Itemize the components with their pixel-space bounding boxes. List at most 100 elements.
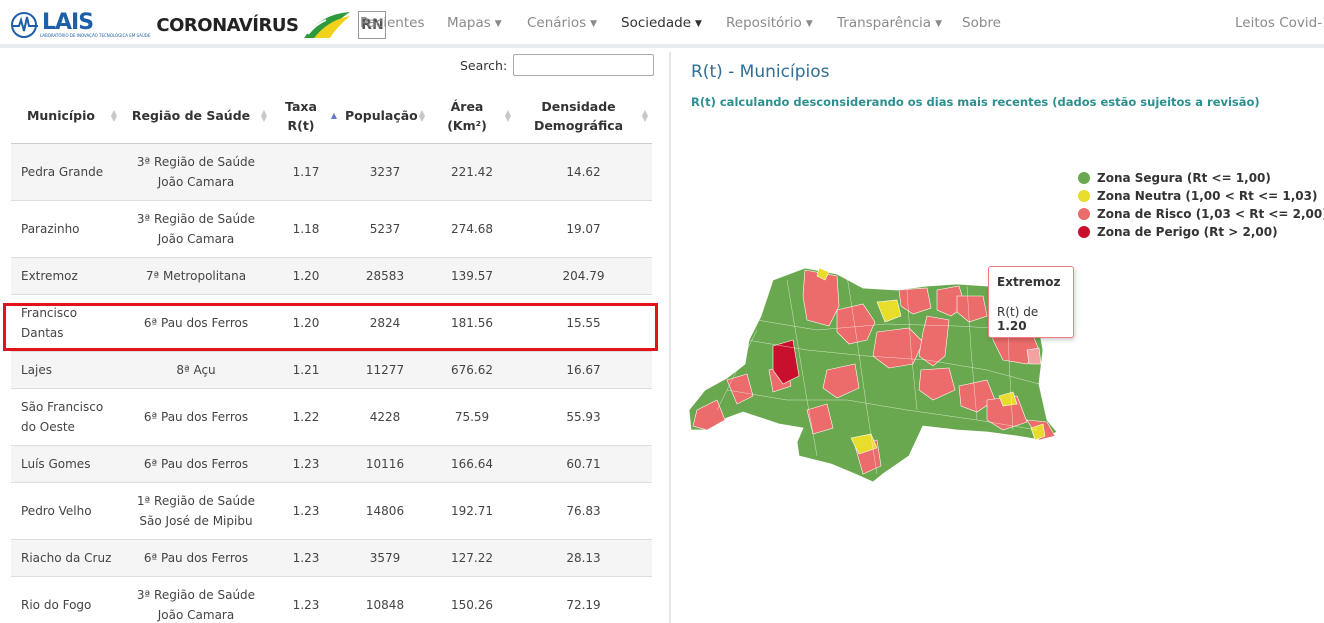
cell-municipio: Pedro Velho: [11, 482, 121, 540]
cell-regiao-line2: João Camara: [157, 174, 235, 189]
cell-municipio: São Francisco do Oeste: [11, 388, 121, 446]
header-regiao[interactable]: Região de Saúde ▲ ▼: [121, 89, 271, 144]
header-densidade[interactable]: Densidade Demográfica ▲ ▼: [515, 89, 652, 144]
header-populacao[interactable]: População ▲ ▼: [341, 89, 429, 144]
tooltip-prefix: R(t) de: [997, 305, 1039, 319]
table-row[interactable]: Rio do Fogo 3ª Região de Saúde João Camar…: [11, 576, 652, 623]
cell-populacao: 28583: [341, 257, 429, 295]
legend-label: Zona de Perigo (Rt > 2,00): [1097, 225, 1278, 239]
table-row[interactable]: Pedro Velho 1ª Região de Saúde São José d…: [11, 482, 652, 540]
table-row[interactable]: Francisco Dantas 6ª Pau dos Ferros 1.20 2…: [11, 294, 652, 352]
map-region-neutral: [1030, 423, 1046, 441]
cell-municipio: Pedra Grande: [11, 143, 121, 201]
cell-area: 181.56: [429, 294, 515, 352]
cell-populacao: 4228: [341, 388, 429, 446]
cell-area: 139.57: [429, 257, 515, 295]
nav-sociedade[interactable]: Sociedade ▼: [621, 15, 702, 31]
cell-densidade: 60.71: [515, 445, 652, 483]
nav-transparencia-label: Transparência: [837, 15, 932, 31]
cell-rt: 1.20: [271, 294, 341, 352]
map-region-risk: [836, 303, 876, 345]
cell-municipio: Luís Gomes: [11, 445, 121, 483]
search-box: Search:: [460, 52, 655, 78]
header-taxa-rt[interactable]: Taxa R(t) ▲: [271, 89, 341, 144]
cell-densidade: 14.62: [515, 143, 652, 201]
cell-densidade: 204.79: [515, 257, 652, 295]
cell-regiao-line2: João Camara: [157, 607, 235, 622]
nav-mapas[interactable]: Mapas ▼: [447, 15, 502, 31]
rt-table: Município ▲ ▼ Região de Saúde ▲ ▼ Taxa R(t) ▲ …: [11, 89, 652, 623]
legend-item-perigo[interactable]: Zona de Perigo (Rt > 2,00): [1078, 223, 1324, 241]
cell-rt: 1.23: [271, 539, 341, 577]
nav-repositorio[interactable]: Repositório ▼: [726, 15, 813, 31]
header-regiao-label: Região de Saúde: [131, 108, 251, 124]
legend-dot-icon: [1078, 172, 1090, 184]
cell-rt: 1.22: [271, 388, 341, 446]
caret-down-icon: ▼: [494, 19, 502, 29]
nav-sobre[interactable]: Sobre: [962, 15, 1001, 31]
map-title: R(t) - Municípios: [691, 62, 830, 82]
legend-label: Zona Neutra (1,00 < Rt <= 1,03): [1097, 189, 1318, 203]
table-panel: Search: Município ▲ ▼ Região de Saúde ▲ ▼ Ta…: [0, 52, 671, 623]
header-municipio[interactable]: Município ▲ ▼: [11, 89, 121, 144]
map-region-risk: [822, 363, 860, 399]
map-region-risk: [956, 295, 988, 323]
caret-down-icon: ▼: [695, 19, 702, 29]
table-row[interactable]: Pedra Grande 3ª Região de Saúde João Cama…: [11, 143, 652, 201]
map-region-neutral: [816, 267, 830, 281]
cell-municipio: Riacho da Cruz: [11, 539, 121, 577]
header-taxa-line2: R(t): [287, 117, 315, 133]
cell-municipio-line1: Francisco: [21, 305, 78, 320]
rn-choropleth-map[interactable]: [687, 260, 1057, 490]
header-area[interactable]: Área (Km²) ▲ ▼: [429, 89, 515, 144]
legend-item-neutra[interactable]: Zona Neutra (1,00 < Rt <= 1,03): [1078, 187, 1324, 205]
legend-item-risco[interactable]: Zona de Risco (1,03 < Rt <= 2,00): [1078, 205, 1324, 223]
sort-icon: ▲ ▼: [260, 107, 267, 123]
cell-area: 75.59: [429, 388, 515, 446]
lais-logo: LAIS LABORATÓRIO DE INOVAÇÃO TECNOLÓGICA…: [10, 11, 150, 39]
cell-regiao-line2: João Camara: [157, 231, 235, 246]
cell-area: 150.26: [429, 576, 515, 623]
table-row[interactable]: Extremoz 7ª Metropolitana 1.20 28583 139…: [11, 257, 652, 295]
table-header-row: Município ▲ ▼ Região de Saúde ▲ ▼ Taxa R(t) ▲ …: [11, 89, 652, 144]
brand[interactable]: LAIS LABORATÓRIO DE INOVAÇÃO TECNOLÓGICA…: [10, 9, 387, 41]
rn-badge: RN: [358, 11, 387, 39]
heartbeat-logo-icon: [11, 12, 38, 38]
cell-municipio-line2: do Oeste: [21, 419, 75, 434]
cell-municipio: Francisco Dantas: [11, 294, 121, 352]
map-region-risk: [726, 373, 754, 405]
cell-regiao: 3ª Região de Saúde João Camara: [121, 143, 271, 201]
caret-down-icon: ▼: [590, 19, 598, 29]
municipal-borders: [716, 275, 1040, 475]
map-region-risk: [958, 379, 996, 413]
cell-populacao: 5237: [341, 200, 429, 258]
header-taxa-line1: Taxa: [285, 98, 317, 114]
cell-municipio-line1: São Francisco: [21, 399, 104, 414]
map-region-neutral: [876, 299, 902, 323]
header-area-line2: (Km²): [447, 117, 487, 133]
legend-dot-icon: [1078, 190, 1090, 202]
search-input[interactable]: [513, 54, 655, 76]
table-row[interactable]: Lajes 8ª Açu 1.21 11277 676.62 16.67: [11, 351, 652, 389]
caret-down-icon: ▼: [805, 19, 813, 29]
legend-item-segura[interactable]: Zona Segura (Rt <= 1,00): [1078, 169, 1324, 187]
table-row[interactable]: Luís Gomes 6ª Pau dos Ferros 1.23 10116 …: [11, 445, 652, 483]
nav-cenarios[interactable]: Cenários ▼: [527, 15, 597, 31]
cell-populacao: 10848: [341, 576, 429, 623]
header-densidade-line2: Demográfica: [533, 117, 624, 133]
cell-populacao: 3237: [341, 143, 429, 201]
table-row[interactable]: Riacho da Cruz 6ª Pau dos Ferros 1.23 35…: [11, 539, 652, 577]
legend-dot-icon: [1078, 226, 1090, 238]
map-subtitle: R(t) calculando desconsiderando os dias …: [691, 95, 1260, 109]
nav-transparencia[interactable]: Transparência ▼: [837, 15, 942, 31]
map-region-state: [688, 267, 1057, 483]
table-row[interactable]: São Francisco do Oeste 6ª Pau dos Ferros …: [11, 388, 652, 446]
sort-icon: ▲ ▼: [418, 107, 425, 123]
cell-regiao: 7ª Metropolitana: [121, 257, 271, 295]
table-row[interactable]: Parazinho 3ª Região de Saúde João Camara …: [11, 200, 652, 258]
cell-regiao-line1: 3ª Região de Saúde: [136, 154, 256, 169]
nav-leitos[interactable]: Leitos Covid-19: [1235, 15, 1324, 31]
cell-municipio: Rio do Fogo: [11, 576, 121, 623]
header-municipio-label: Município: [26, 108, 96, 124]
nav-pacientes[interactable]: Pacientes: [360, 15, 425, 31]
